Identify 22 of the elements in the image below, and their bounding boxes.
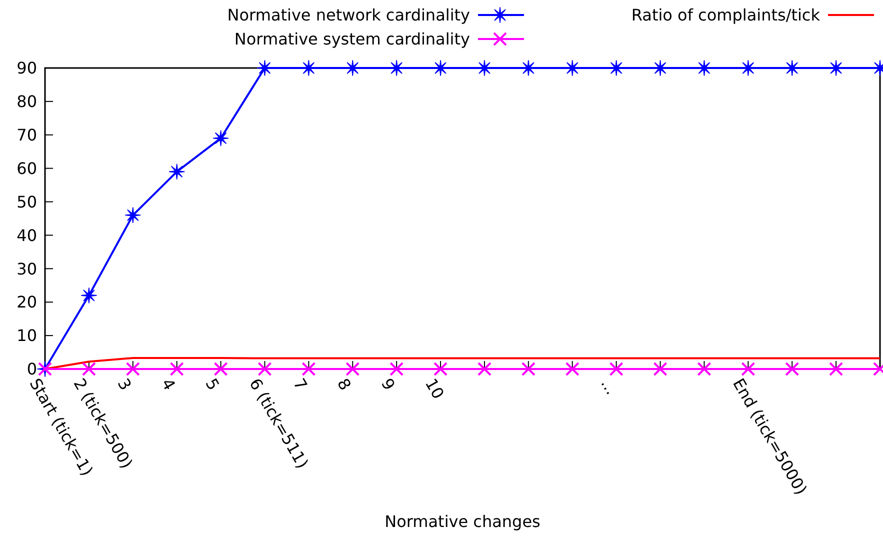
x-tick-label: ...	[597, 375, 622, 398]
y-tick-label: 90	[16, 58, 37, 78]
y-tick-label: 20	[16, 292, 37, 312]
legend-label: Normative network cardinality	[227, 6, 470, 25]
x-tick-label: 4	[158, 375, 180, 394]
y-tick-label: 40	[16, 226, 37, 245]
y-tick-label: 30	[16, 259, 37, 278]
y-tick-label: 70	[16, 125, 37, 144]
x-tick-label: 8	[333, 375, 356, 394]
x-tick-label: 5	[202, 375, 224, 394]
x-axis-title: Normative changes	[384, 512, 540, 531]
y-tick-label: 80	[16, 92, 37, 112]
legend-label: Normative system cardinality	[234, 30, 470, 49]
x-tick-label: 3	[114, 375, 136, 394]
y-tick-label: 0	[26, 360, 37, 379]
y-tick-label: 50	[16, 192, 37, 212]
x-tick-label: 10	[421, 375, 448, 402]
legend-label: Ratio of complaints/tick	[631, 6, 821, 25]
y-tick-label: 60	[16, 158, 37, 178]
x-tick-label: 9	[377, 375, 399, 394]
y-tick-label: 10	[16, 326, 37, 346]
x-tick-label: 7	[290, 375, 312, 394]
